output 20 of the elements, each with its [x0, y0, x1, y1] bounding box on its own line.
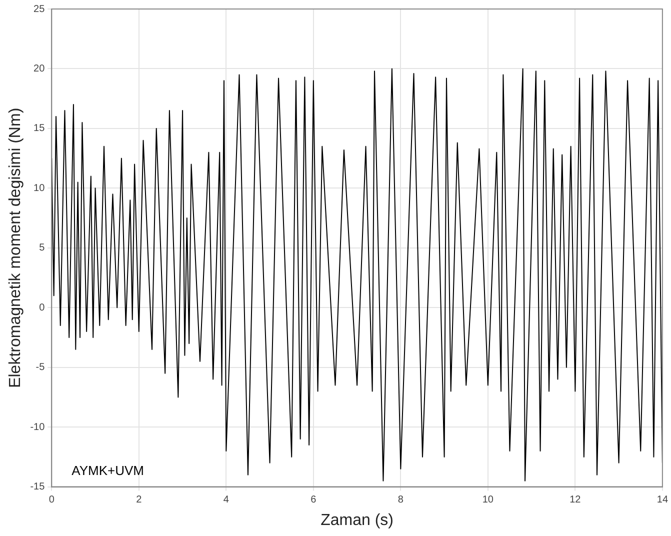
annotation: AYMK+UVM — [72, 462, 144, 478]
y-tick-label: 0 — [39, 302, 46, 314]
x-tick-label: 0 — [48, 494, 55, 506]
x-tick-label: 10 — [482, 494, 494, 506]
y-tick-label: 10 — [34, 182, 46, 194]
y-axis-title: Elektromagnetik moment degisimi (Nm) — [7, 108, 24, 388]
x-tick-label: 12 — [570, 494, 582, 506]
y-tick-label: 5 — [39, 242, 46, 254]
x-tick-label: 6 — [310, 494, 317, 506]
x-tick-label: 2 — [136, 494, 142, 506]
y-tick-label: -15 — [30, 482, 46, 493]
y-tick-label: 25 — [34, 4, 46, 15]
y-tick-label: -5 — [36, 362, 46, 374]
x-tick-label: 4 — [223, 494, 230, 506]
x-axis-title: Zaman (s) — [320, 512, 394, 529]
y-tick-label: 15 — [34, 123, 46, 134]
y-tick-label: -10 — [30, 422, 46, 433]
y-tick-label: 20 — [34, 63, 46, 74]
x-tick-label: 14 — [656, 494, 668, 506]
x-tick-label: 8 — [398, 494, 404, 506]
